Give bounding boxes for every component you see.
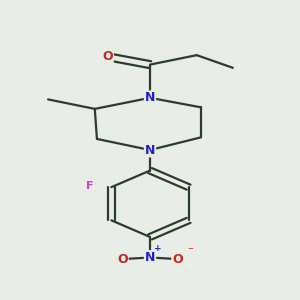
Text: O: O [172, 253, 183, 266]
Text: +: + [154, 244, 161, 253]
Text: O: O [102, 50, 113, 63]
Text: N: N [145, 91, 155, 104]
Text: O: O [117, 253, 128, 266]
Text: N: N [145, 143, 155, 157]
Text: ⁻: ⁻ [188, 246, 193, 256]
Text: N: N [145, 251, 155, 264]
Text: F: F [86, 181, 94, 190]
